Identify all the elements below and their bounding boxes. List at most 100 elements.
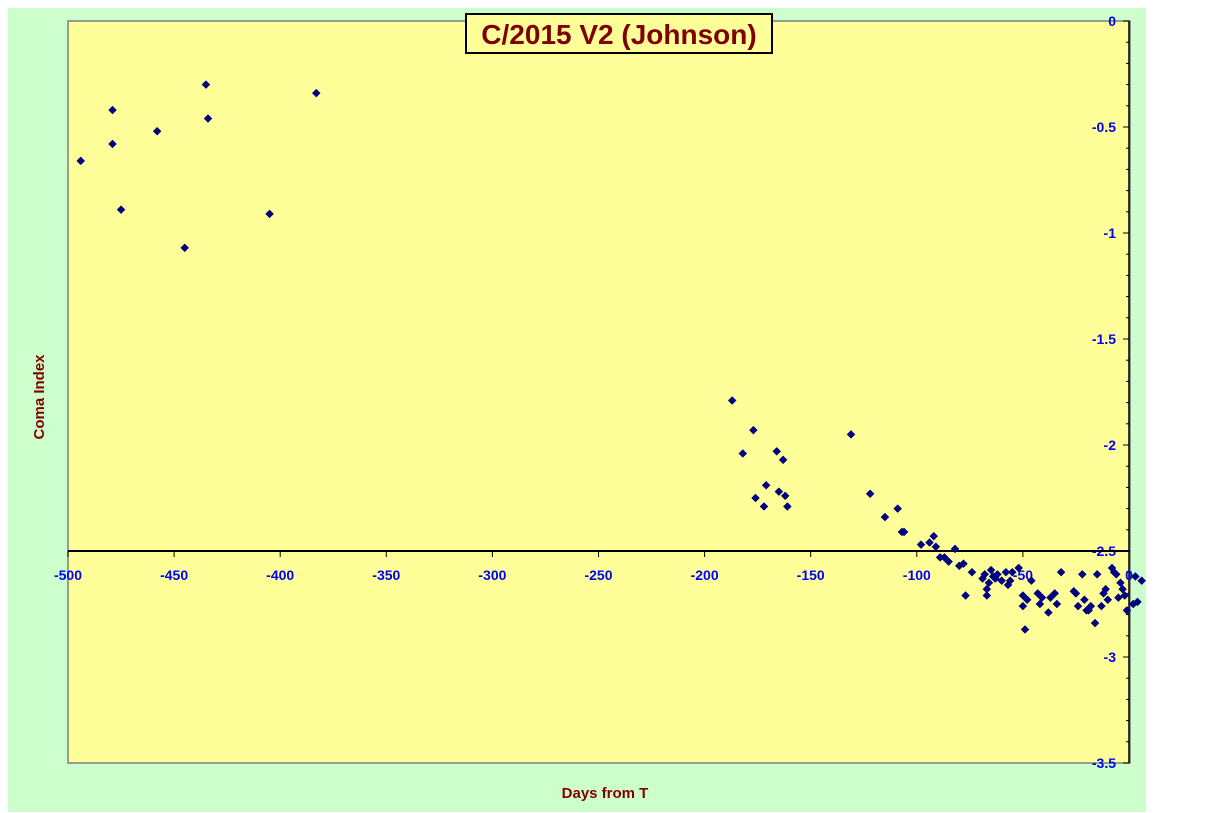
data-point bbox=[76, 156, 86, 166]
data-point bbox=[865, 489, 875, 499]
data-point bbox=[108, 139, 117, 149]
data-point bbox=[774, 487, 784, 496]
x-axis-title: Days from T bbox=[562, 785, 649, 802]
title-frame bbox=[465, 13, 773, 54]
data-point bbox=[986, 565, 996, 575]
data-point bbox=[1050, 589, 1060, 598]
data-points bbox=[76, 80, 1147, 634]
x-tick-label: -100 bbox=[903, 567, 931, 583]
x-tick-label: -500 bbox=[54, 567, 82, 583]
x-tick-label: -300 bbox=[478, 567, 506, 583]
data-point bbox=[982, 591, 992, 600]
data-point bbox=[1018, 601, 1028, 611]
data-point bbox=[1133, 597, 1142, 607]
y-tick-label: -1 bbox=[1104, 225, 1117, 241]
x-tick-label: -450 bbox=[160, 567, 188, 583]
data-point bbox=[152, 126, 162, 136]
data-point bbox=[1027, 576, 1036, 586]
data-point bbox=[780, 491, 790, 501]
data-point bbox=[899, 527, 909, 537]
data-point bbox=[880, 512, 890, 522]
y-axis-title: Coma Index bbox=[31, 354, 48, 440]
data-point bbox=[1103, 595, 1113, 605]
data-point bbox=[967, 567, 977, 577]
x-tick-label: -250 bbox=[584, 567, 612, 583]
data-point bbox=[1092, 569, 1102, 579]
data-point bbox=[944, 557, 953, 566]
data-point bbox=[893, 504, 903, 513]
data-point bbox=[1022, 595, 1032, 605]
data-point bbox=[997, 576, 1007, 586]
data-point bbox=[116, 205, 126, 215]
data-point bbox=[950, 544, 960, 554]
plot-area bbox=[67, 20, 1131, 764]
data-point bbox=[846, 430, 856, 439]
data-point bbox=[1073, 601, 1083, 611]
data-point bbox=[1118, 584, 1127, 594]
data-point bbox=[1111, 569, 1121, 579]
x-tick-label: -400 bbox=[266, 567, 294, 583]
data-point bbox=[1090, 618, 1100, 628]
data-point bbox=[925, 538, 934, 547]
y-tick-label: -2 bbox=[1104, 437, 1117, 453]
data-point bbox=[1037, 593, 1047, 602]
data-point bbox=[1056, 567, 1066, 577]
data-point bbox=[1018, 591, 1028, 600]
data-point bbox=[1014, 563, 1024, 573]
data-point bbox=[1077, 569, 1087, 579]
data-point bbox=[1001, 567, 1011, 577]
data-point bbox=[180, 243, 190, 253]
x-tick-label: -350 bbox=[372, 567, 400, 583]
data-point bbox=[1116, 578, 1125, 588]
data-point bbox=[1137, 576, 1147, 586]
data-point bbox=[761, 480, 771, 490]
data-point bbox=[1101, 584, 1111, 594]
data-point bbox=[1007, 567, 1017, 577]
data-point bbox=[738, 449, 748, 458]
x-tick-label: -150 bbox=[797, 567, 825, 583]
data-point bbox=[265, 209, 274, 219]
data-point bbox=[959, 559, 968, 569]
data-point bbox=[201, 80, 211, 89]
data-point bbox=[772, 447, 782, 456]
data-point bbox=[1020, 625, 1030, 634]
chart-title-box: C/2015 V2 (Johnson) bbox=[465, 13, 773, 54]
data-point bbox=[931, 542, 941, 552]
data-point bbox=[1131, 572, 1140, 581]
data-point bbox=[1097, 601, 1106, 611]
data-point bbox=[1086, 601, 1096, 611]
data-point bbox=[783, 502, 792, 511]
data-point bbox=[1044, 608, 1053, 617]
data-point bbox=[961, 591, 970, 600]
data-point bbox=[727, 396, 737, 405]
data-point bbox=[1114, 593, 1123, 602]
data-point bbox=[916, 540, 926, 549]
data-point bbox=[203, 114, 213, 123]
data-point bbox=[1120, 591, 1130, 600]
data-point bbox=[1052, 599, 1062, 609]
data-point bbox=[1005, 576, 1015, 586]
y-tick-label: -0.5 bbox=[1092, 119, 1116, 135]
data-point bbox=[749, 425, 758, 435]
y-axis: 0-0.5-1-1.5-2-2.5-3-3.5 bbox=[1092, 13, 1130, 771]
chart-title: C/2015 V2 (Johnson) bbox=[481, 19, 756, 50]
data-point bbox=[311, 88, 321, 98]
data-point bbox=[940, 553, 949, 562]
y-tick-label: -3.5 bbox=[1092, 755, 1116, 771]
y-tick-label: 0 bbox=[1108, 13, 1116, 29]
data-point bbox=[1080, 595, 1089, 605]
data-point bbox=[759, 502, 769, 511]
data-point bbox=[993, 569, 1002, 579]
data-point bbox=[980, 569, 990, 579]
data-point bbox=[929, 531, 939, 541]
data-point bbox=[751, 493, 760, 503]
data-point bbox=[778, 455, 788, 465]
y-tick-label: -1.5 bbox=[1092, 331, 1116, 347]
data-point bbox=[1046, 593, 1055, 602]
x-tick-label: -200 bbox=[691, 567, 719, 583]
data-point bbox=[108, 105, 117, 115]
data-point bbox=[1122, 606, 1132, 615]
data-point bbox=[1035, 599, 1045, 609]
data-point bbox=[984, 578, 994, 588]
